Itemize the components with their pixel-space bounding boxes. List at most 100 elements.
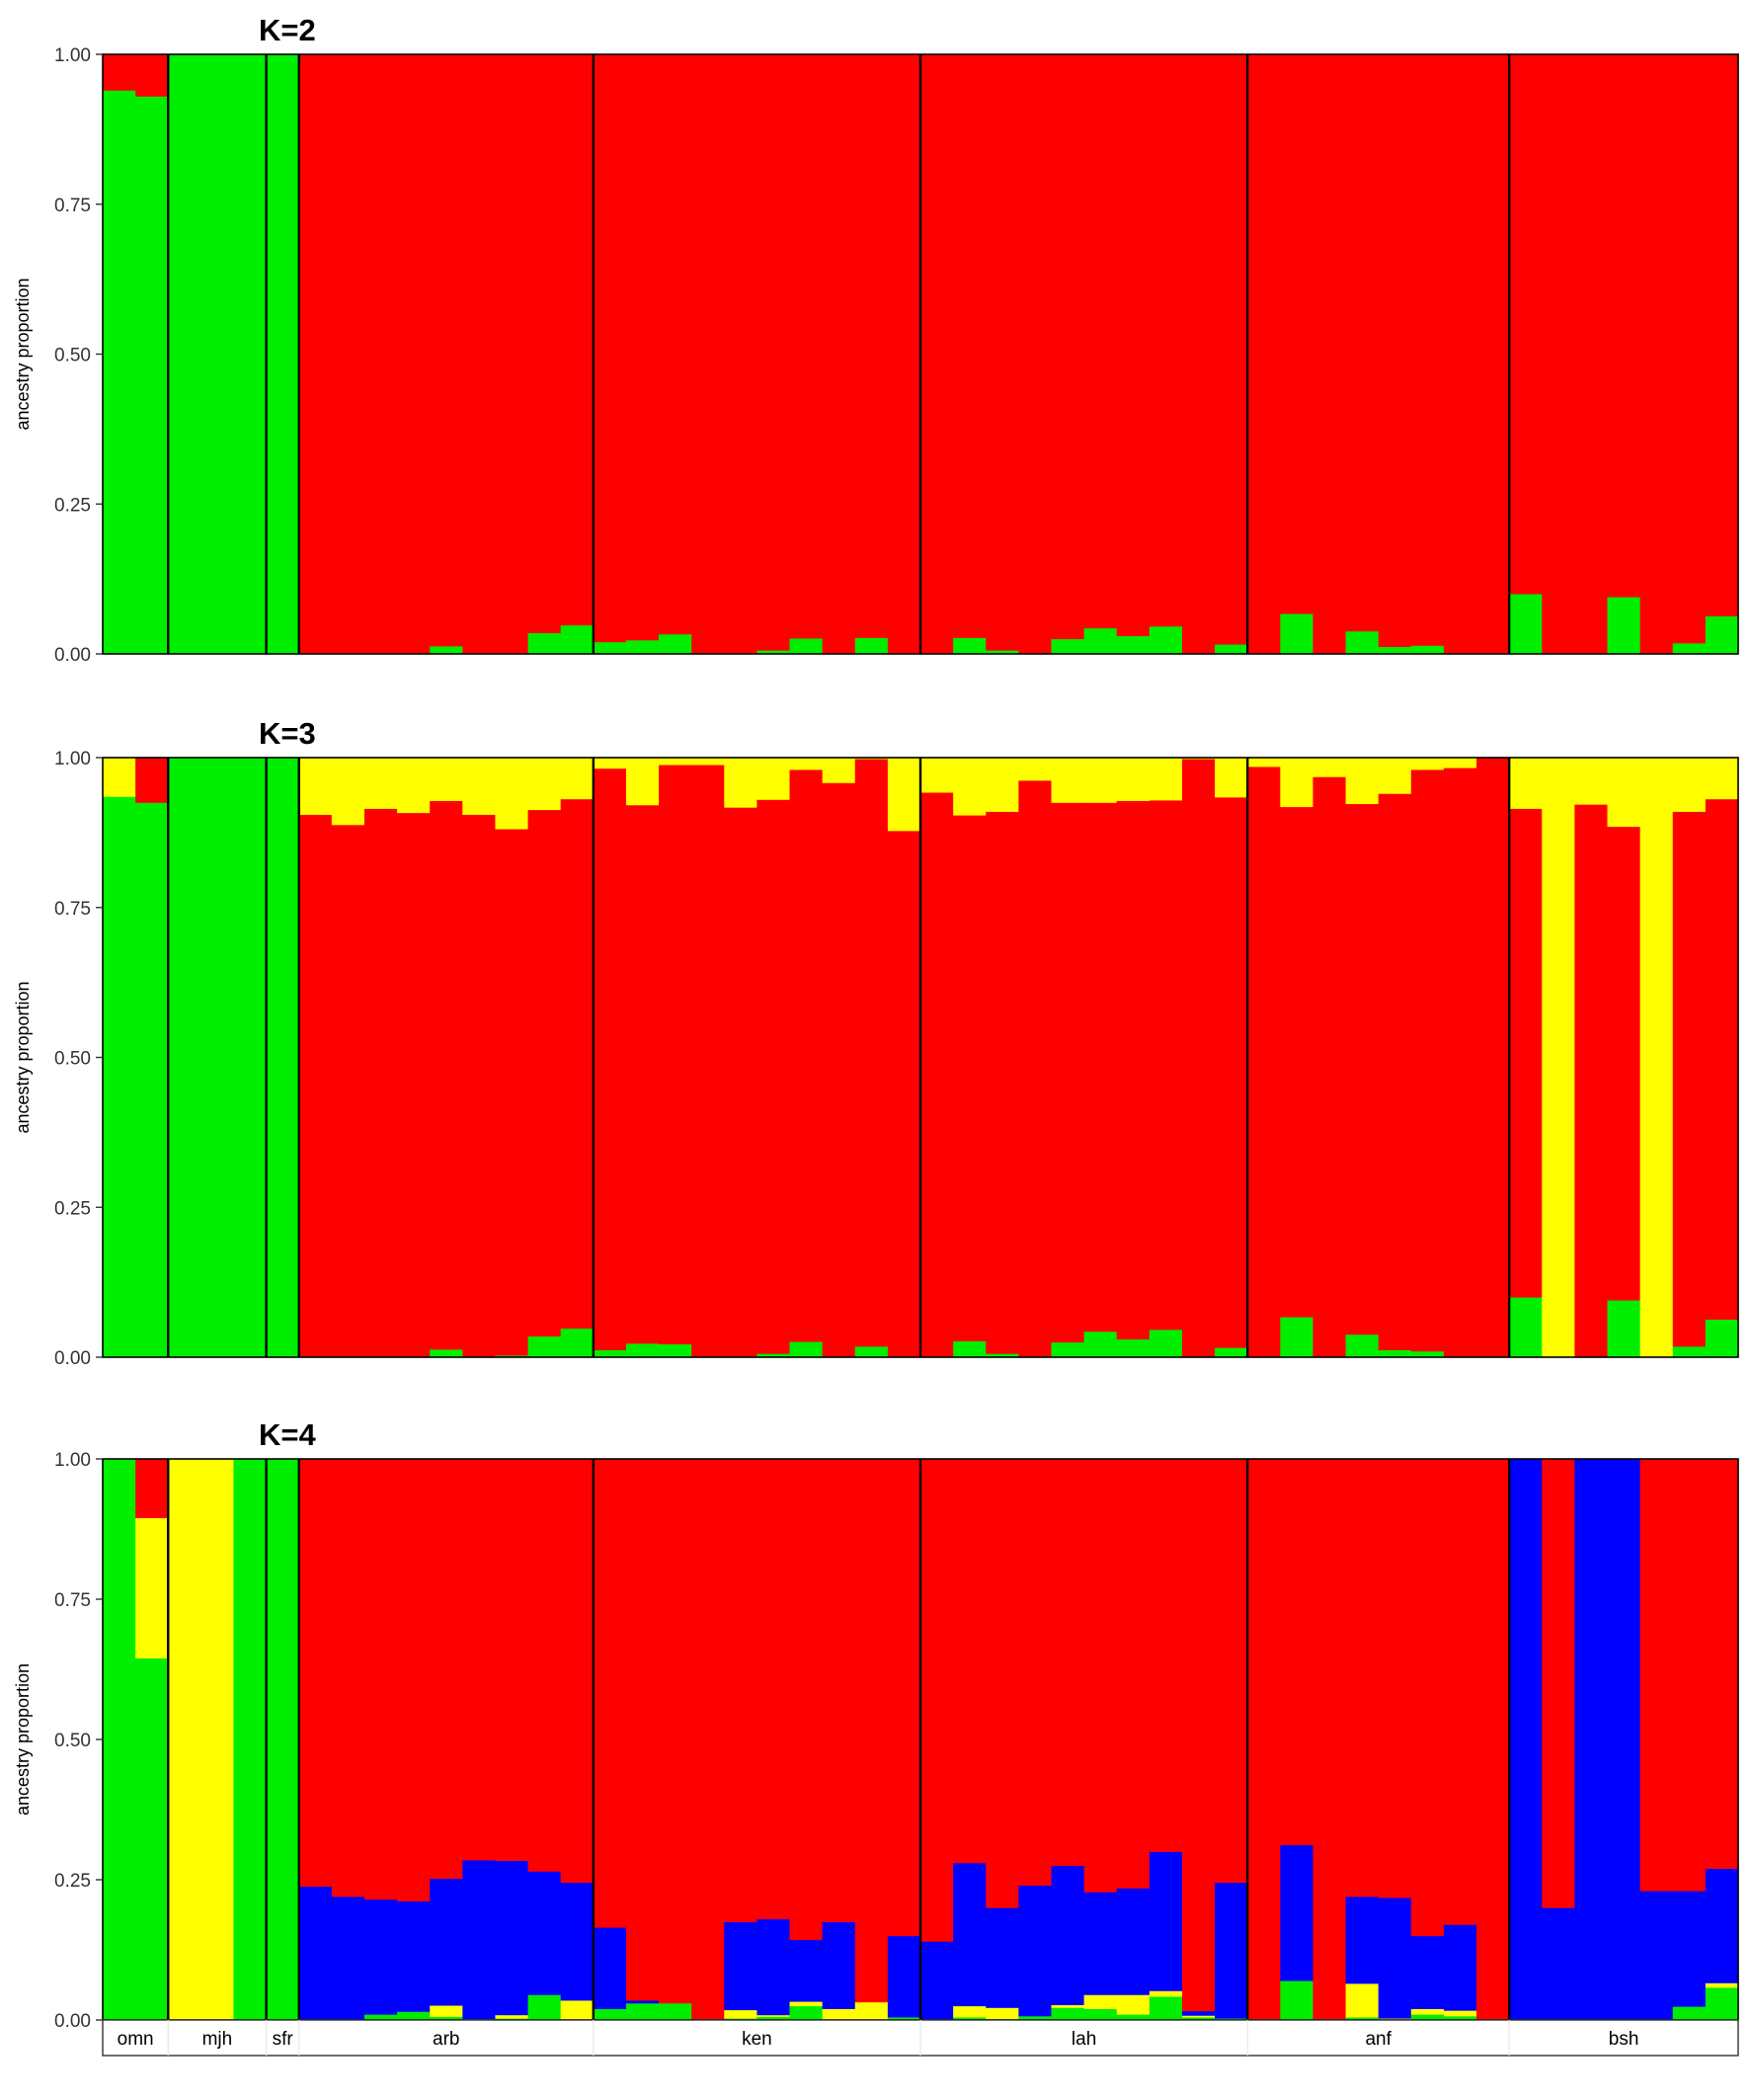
bar-segment-red [1574,54,1609,655]
bar-segment-green [103,1459,136,2021]
bar-segment-red [527,1459,562,1872]
bar-segment-blue [1509,1459,1543,2021]
bar-segment-blue [1181,2010,1216,2016]
bar-segment-blue [1215,1882,1248,2019]
bar-segment-yellow [1345,758,1380,805]
bar-segment-yellow [1083,758,1118,803]
bar-segment-red [986,1459,1019,1908]
bar-segment-red [1542,54,1575,655]
bar-segment-red [1639,1459,1674,1892]
bar-segment-red [527,809,562,1337]
bar-segment-red [430,54,463,647]
bar-segment-red [495,54,529,655]
bar-segment-yellow [854,2001,889,2021]
bar-segment-red [1378,793,1412,1351]
bar-segment-red [854,54,889,638]
bar-segment-blue [1542,1907,1575,2021]
bar-segment-red [724,1459,757,1922]
bar-segment-green [168,54,201,655]
bar-segment-red [953,815,987,1341]
bar-segment-green [953,1340,987,1358]
panel-k4: 0.00 0.25 0.50 0.75 1.00 ancestry proportion K… [13,1417,1739,2032]
bar-segment-green [233,758,268,1358]
bar-segment-red [593,1459,627,1928]
bar-segment-blue [625,2000,660,2004]
bar-segment-green [1672,1346,1707,1358]
bar-segment-red [1181,759,1216,1358]
bar-segment-blue [1672,1891,1707,2007]
bar-segment-green [266,758,300,1358]
bar-segment-green [659,633,692,655]
bar-segment-red [1410,54,1445,646]
bar-segment-green [527,1335,562,1358]
bar-segment-green [756,1353,791,1358]
bar-segment-yellow [1345,1983,1380,2018]
bar-segment-red [1345,803,1380,1335]
bar-segment-green [1607,1300,1641,1358]
bar-segment-red [822,782,856,1358]
bar-segment-yellow [1149,1990,1183,1997]
bar-segment-blue [1280,1844,1314,1981]
bar-segment-red [135,1459,169,1518]
y-tick-label: 0.75 [54,196,91,216]
y-tick-label: 0.25 [54,1198,91,1219]
bar-segment-green [1509,1297,1543,1358]
population-strip: omn mjh sfr arb ken lah anf bsh [102,2019,1739,2057]
bar-segment-green [135,96,169,655]
bar-segment-yellow [527,758,562,811]
bar-segment-blue [560,1882,595,2001]
bar-segment-red [854,759,889,1347]
bar-segment-green [1280,1317,1314,1358]
bar-segment-yellow [397,758,431,814]
bar-segment-yellow [168,1459,201,2021]
bar-segment-yellow [1280,758,1314,808]
bar-segment-red [1083,802,1118,1333]
y-tick-label: 0.00 [54,1348,91,1369]
y-tick-label: 1.00 [54,45,91,66]
bar-segment-yellow [822,2008,856,2021]
bar-segment-green [1607,597,1641,655]
bar-segment-yellow [1018,758,1053,781]
bar-segment-green [659,2002,692,2021]
bar-segment-yellow [1672,758,1707,812]
bar-segment-yellow [495,758,529,830]
bar-segment-red [298,814,333,1358]
bar-segment-yellow [789,758,824,770]
bar-segment-green [200,758,235,1358]
bar-segment-blue [953,1862,987,2007]
y-tick-label: 0.50 [54,1049,91,1070]
bar-segment-yellow [462,758,497,815]
bar-segment-yellow [1378,758,1412,794]
bar-segment-blue [1345,1897,1380,1984]
bar-segment-red [691,765,725,1358]
bar-segment-blue [724,1921,757,2011]
bar-segment-green [1051,638,1085,655]
bar-segment-green [1705,1987,1739,2021]
y-tick-label: 0.50 [54,1731,91,1751]
bar-segment-red [625,804,660,1344]
bar-segment-blue [527,1871,562,1995]
bar-segment-red [1051,1459,1085,1867]
bar-segment-red [659,765,692,1344]
bar-segment-red [397,1459,431,1901]
bar-segment-yellow [1312,758,1347,777]
bar-segment-green [789,1341,824,1358]
bar-segment-green [789,638,824,655]
bar-segment-red [1443,54,1477,655]
bar-segment-red [1542,1459,1575,1908]
bar-segment-yellow [331,758,365,826]
bar-segment-green [1280,613,1314,655]
bar-segment-red [1345,54,1380,632]
bar-segment-yellow [659,758,692,766]
bar-segment-red [756,54,791,651]
bar-segment-yellow [986,758,1019,812]
bar-segment-yellow [1083,1994,1118,2009]
bar-segment-yellow [789,2001,824,2007]
bar-segment-green [593,641,627,655]
bar-segment-blue [495,1860,529,2016]
bar-segment-green [1116,1338,1151,1358]
bar-segment-red [1181,1459,1216,2012]
bar-segment-green [953,637,987,655]
bar-segment-green [560,1328,595,1358]
bar-segment-yellow [756,758,791,800]
